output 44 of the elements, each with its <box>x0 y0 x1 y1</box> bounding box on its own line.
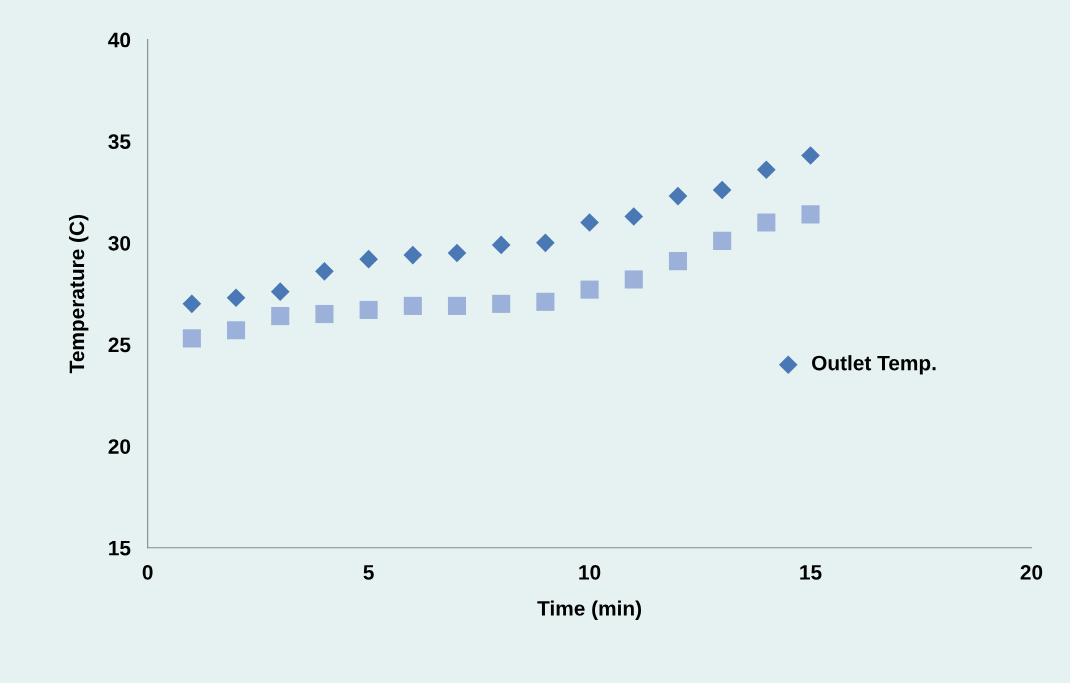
point <box>447 296 467 315</box>
point <box>580 280 599 299</box>
point <box>315 262 334 281</box>
point <box>536 292 555 311</box>
point <box>271 306 290 326</box>
x-tick-label: 15 <box>800 565 822 580</box>
x-tick-label: 20 <box>1020 564 1043 580</box>
point <box>536 233 555 253</box>
point <box>801 205 820 224</box>
point <box>182 329 201 348</box>
point <box>624 270 643 289</box>
point <box>403 245 423 265</box>
y-tick-label: 25 <box>108 337 131 353</box>
x-axis-title: Time (min) <box>537 600 642 620</box>
legend-label: Outlet Temp. <box>812 355 936 375</box>
point <box>447 243 467 263</box>
point <box>757 160 776 180</box>
x-tick-label: 10 <box>579 564 601 580</box>
x-tick-label: 0 <box>142 564 153 580</box>
point <box>712 180 732 200</box>
y-tick-label: 20 <box>108 439 131 454</box>
point <box>491 235 511 255</box>
point <box>403 296 422 315</box>
x-tick-label: 5 <box>363 565 374 580</box>
point <box>315 304 334 324</box>
y-tick-label: 35 <box>108 134 131 150</box>
point <box>359 249 378 269</box>
point <box>668 252 688 271</box>
point <box>624 207 644 226</box>
point <box>226 321 246 340</box>
point <box>757 213 776 232</box>
y-tick-label: 15 <box>109 540 131 556</box>
point <box>270 282 290 301</box>
y-tick-label: 40 <box>108 32 131 48</box>
point <box>801 146 820 165</box>
point <box>359 300 378 320</box>
point <box>668 186 688 206</box>
y-tick-label: 30 <box>108 235 131 251</box>
point <box>713 231 732 250</box>
point <box>182 294 202 314</box>
point <box>580 213 599 232</box>
y-axis-title: Temperature (C) <box>68 215 89 374</box>
point <box>492 294 511 313</box>
point <box>226 288 246 308</box>
